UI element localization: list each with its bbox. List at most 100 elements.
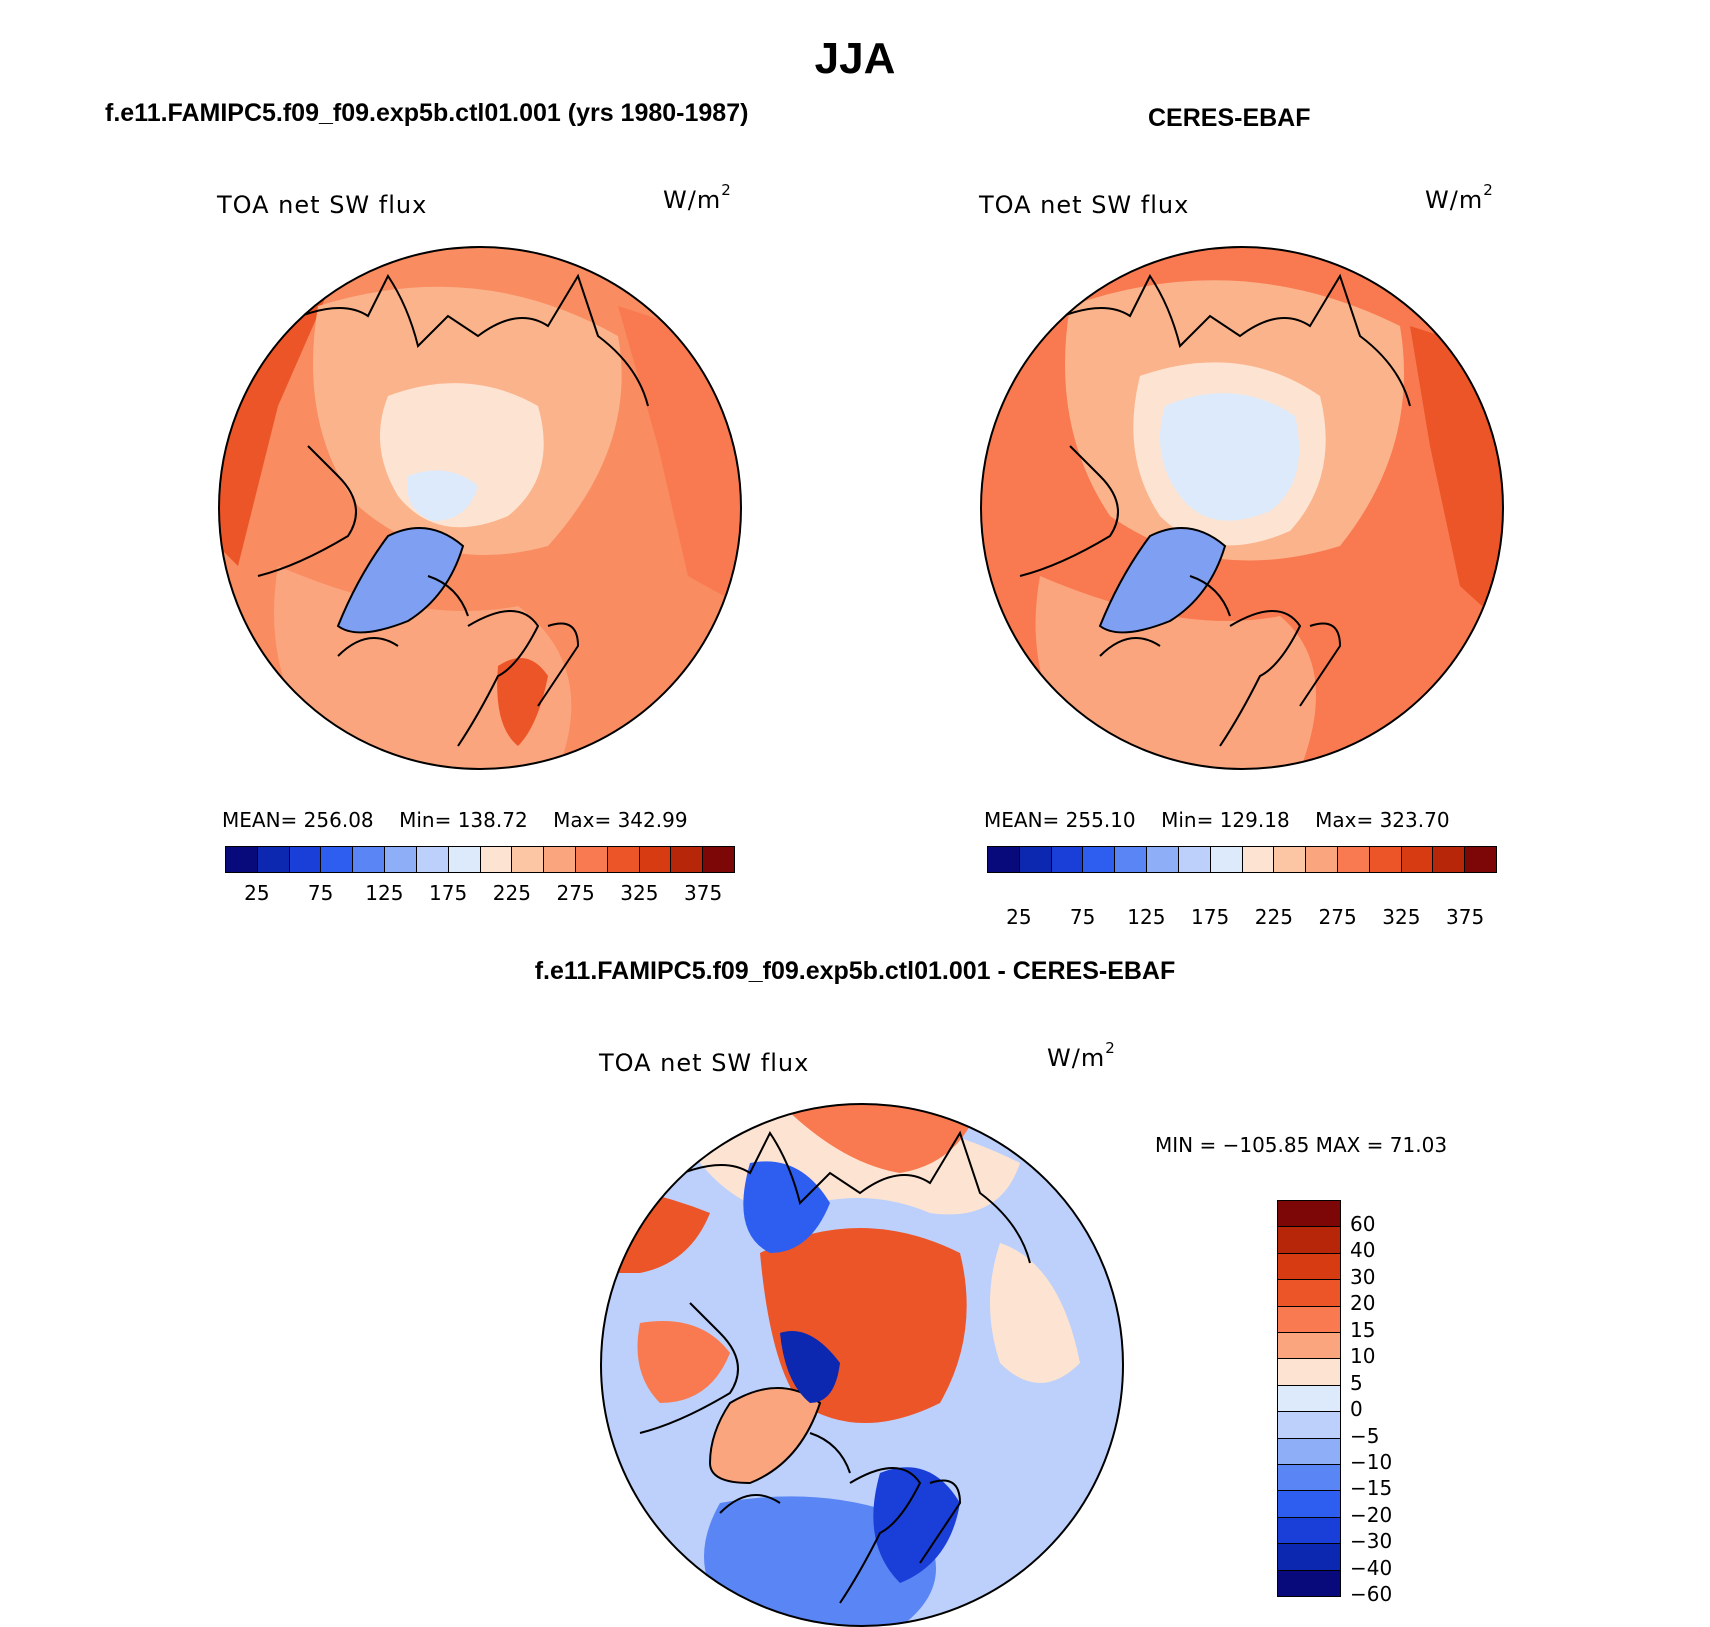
colorbar-swatch <box>1337 847 1370 872</box>
colorbar-swatch <box>289 847 322 872</box>
colorbar-swatch <box>1465 847 1496 872</box>
model-stats: MEAN= 256.08 Min= 138.72 Max= 342.99 <box>222 808 688 832</box>
diff-map-greenland-red <box>708 1387 822 1485</box>
colorbar-tick-label: −30 <box>1350 1529 1393 1554</box>
model-mean-label: MEAN= <box>222 808 298 832</box>
colorbar-swatch <box>671 847 704 872</box>
model-min-label: Min= <box>399 808 452 832</box>
obs-colorbar-ticks: 25 75 125 175 225 275 325 375 <box>987 905 1497 929</box>
colorbar-tick-label: 25 <box>1006 905 1032 929</box>
colorbar-swatch <box>1278 1385 1340 1413</box>
diff-units-label: W/m2 <box>1047 1039 1116 1072</box>
colorbar-swatch <box>1401 847 1434 872</box>
colorbar-tick-label: 40 <box>1350 1238 1376 1263</box>
colorbar-tick-label: 325 <box>1382 905 1421 929</box>
colorbar-tick-label: 30 <box>1350 1264 1376 1289</box>
obs-map-coastline <box>1019 273 1411 747</box>
obs-map-greenland <box>1098 527 1227 634</box>
colorbar-swatch <box>1278 1359 1340 1386</box>
colorbar-swatch <box>1278 1306 1340 1334</box>
colorbar-swatch <box>607 847 640 872</box>
model-max-value: 342.99 <box>617 808 688 832</box>
colorbar-tick-label: 175 <box>1191 905 1230 929</box>
colorbar-swatch <box>1278 1201 1340 1228</box>
model-colorbar-ticks: 25 75 125 175 225 275 325 375 <box>225 881 735 905</box>
diff-map-siberia-blue <box>743 1161 830 1253</box>
colorbar-swatch <box>1210 847 1243 872</box>
colorbar-tick-label: −40 <box>1350 1555 1393 1580</box>
obs-max-label: Max= <box>1315 808 1374 832</box>
model-variable-label: TOA net SW flux <box>217 191 428 219</box>
colorbar-swatch <box>1369 847 1402 872</box>
obs-panel-title: CERES-EBAF <box>1148 104 1311 132</box>
model-map-greenland <box>336 527 465 634</box>
colorbar-swatch <box>1278 1280 1340 1307</box>
obs-mean-value: 255.10 <box>1065 808 1136 832</box>
diff-map-east-light <box>990 1243 1080 1383</box>
colorbar-tick-label: 75 <box>307 881 334 905</box>
obs-map-arctic-ice <box>1160 393 1300 521</box>
obs-min-value: 129.18 <box>1219 808 1290 832</box>
colorbar-tick-label: 10 <box>1350 1344 1376 1369</box>
diff-panel-title: f.e11.FAMIPC5.f09_f09.exp5b.ctl01.001 - … <box>534 957 1176 985</box>
colorbar-tick-label: 25 <box>244 881 270 905</box>
colorbar-swatch <box>512 847 545 872</box>
colorbar-swatch <box>353 847 386 872</box>
colorbar-swatch <box>321 847 354 872</box>
diff-map-west-red <box>637 1321 730 1403</box>
figure-title: JJA <box>814 34 896 83</box>
colorbar-tick-label: −10 <box>1350 1450 1393 1475</box>
colorbar-swatch <box>1115 847 1148 872</box>
model-panel-title: f.e11.FAMIPC5.f09_f09.exp5b.ctl01.001 (y… <box>105 99 749 127</box>
colorbar-swatch <box>575 847 608 872</box>
colorbar-swatch <box>1051 847 1084 872</box>
colorbar-swatch <box>1242 847 1275 872</box>
obs-units-label: W/m2 <box>1425 181 1494 214</box>
colorbar-swatch <box>1278 1438 1340 1466</box>
model-map-arctic-blue <box>407 470 478 521</box>
colorbar-tick-label: 5 <box>1350 1370 1363 1395</box>
colorbar-tick-label: 275 <box>556 881 595 905</box>
colorbar-swatch <box>1278 1412 1340 1439</box>
colorbar-tick-label: 275 <box>1318 905 1357 929</box>
colorbar-swatch <box>1306 847 1338 872</box>
colorbar-swatch <box>1278 1253 1340 1281</box>
colorbar-swatch <box>1433 847 1466 872</box>
colorbar-tick-label: 225 <box>1254 905 1293 929</box>
colorbar-swatch <box>1019 847 1052 872</box>
diff-map-coastline <box>639 1130 1031 1604</box>
colorbar-swatch <box>448 847 481 872</box>
diff-colorbar <box>1277 1200 1341 1597</box>
colorbar-tick-label: 125 <box>365 881 404 905</box>
colorbar-swatch <box>544 847 576 872</box>
colorbar-swatch <box>1147 847 1179 872</box>
colorbar-tick-label: 125 <box>1127 905 1166 929</box>
colorbar-swatch <box>1278 1227 1340 1254</box>
colorbar-swatch <box>1278 1491 1340 1518</box>
colorbar-tick-label: −60 <box>1350 1582 1393 1607</box>
colorbar-swatch <box>988 847 1020 872</box>
colorbar-swatch <box>257 847 290 872</box>
colorbar-swatch <box>1083 847 1116 872</box>
colorbar-tick-label: 15 <box>1350 1317 1376 1342</box>
colorbar-tick-label: 175 <box>429 881 468 905</box>
colorbar-swatch <box>1278 1517 1340 1545</box>
colorbar-tick-label: 20 <box>1350 1291 1376 1316</box>
colorbar-swatch <box>1278 1544 1340 1571</box>
obs-min-label: Min= <box>1161 808 1214 832</box>
obs-colorbar <box>987 846 1497 873</box>
model-polar-map <box>218 246 742 770</box>
model-map-europe-hot <box>497 658 548 746</box>
colorbar-tick-label: −20 <box>1350 1502 1393 1527</box>
colorbar-tick-label: 60 <box>1350 1211 1376 1236</box>
diff-map-north-red <box>780 1104 980 1173</box>
diff-minmax: MIN = −105.85 MAX = 71.03 <box>1155 1133 1448 1157</box>
colorbar-tick-label: 375 <box>684 881 723 905</box>
colorbar-tick-label: −5 <box>1350 1423 1380 1448</box>
colorbar-tick-label: 75 <box>1069 905 1096 929</box>
obs-polar-map <box>980 246 1504 770</box>
model-mean-value: 256.08 <box>303 808 374 832</box>
model-map-coastline <box>257 273 649 747</box>
colorbar-tick-label: 375 <box>1446 905 1485 929</box>
colorbar-swatch <box>1278 1333 1340 1360</box>
